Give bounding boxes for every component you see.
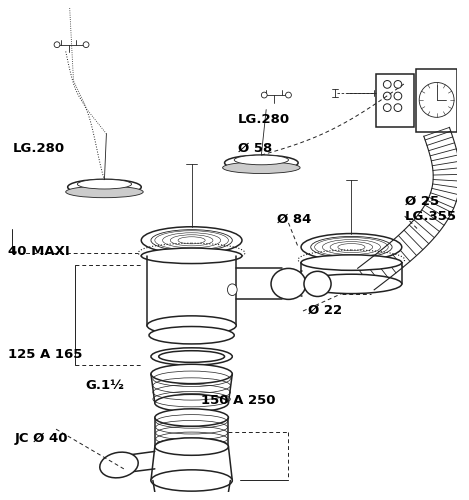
Ellipse shape <box>68 180 141 195</box>
Ellipse shape <box>383 80 391 88</box>
Text: LG.280: LG.280 <box>238 113 290 126</box>
Ellipse shape <box>54 42 60 48</box>
Ellipse shape <box>141 248 242 264</box>
Ellipse shape <box>383 92 391 100</box>
Text: 40 MAXI: 40 MAXI <box>8 246 69 258</box>
Text: LG.280: LG.280 <box>13 142 65 155</box>
Bar <box>416 69 457 132</box>
Ellipse shape <box>261 92 267 98</box>
Ellipse shape <box>227 284 237 296</box>
Text: Ø 22: Ø 22 <box>308 304 342 316</box>
Ellipse shape <box>159 350 225 362</box>
Ellipse shape <box>155 438 228 456</box>
Ellipse shape <box>225 155 298 170</box>
Ellipse shape <box>151 364 232 384</box>
Ellipse shape <box>151 470 232 491</box>
Ellipse shape <box>419 82 454 118</box>
Ellipse shape <box>141 227 242 254</box>
Ellipse shape <box>311 236 392 258</box>
Ellipse shape <box>304 272 331 296</box>
Ellipse shape <box>234 155 288 165</box>
Text: Ø 58: Ø 58 <box>238 142 272 155</box>
Text: 125 A 165: 125 A 165 <box>8 348 82 361</box>
Ellipse shape <box>301 234 402 260</box>
Ellipse shape <box>301 255 402 270</box>
Ellipse shape <box>155 409 228 426</box>
Ellipse shape <box>151 230 232 251</box>
Ellipse shape <box>286 92 291 98</box>
Ellipse shape <box>301 274 402 293</box>
Ellipse shape <box>271 268 306 300</box>
Ellipse shape <box>394 104 402 112</box>
Bar <box>376 74 415 127</box>
Ellipse shape <box>100 452 138 478</box>
Text: LG.355: LG.355 <box>405 210 457 222</box>
Ellipse shape <box>383 104 391 112</box>
Ellipse shape <box>151 348 232 365</box>
Ellipse shape <box>223 162 300 173</box>
Ellipse shape <box>394 80 402 88</box>
Ellipse shape <box>83 42 89 48</box>
Text: Ø 25: Ø 25 <box>405 195 439 208</box>
Ellipse shape <box>394 92 402 100</box>
Text: G.1½: G.1½ <box>85 379 124 392</box>
Ellipse shape <box>66 186 143 198</box>
Text: 150 A 250: 150 A 250 <box>201 394 276 406</box>
Ellipse shape <box>155 394 228 411</box>
Ellipse shape <box>77 180 132 189</box>
Ellipse shape <box>149 326 234 344</box>
Text: JC Ø 40: JC Ø 40 <box>15 432 68 446</box>
Text: Ø 84: Ø 84 <box>277 212 311 226</box>
Ellipse shape <box>147 316 236 335</box>
